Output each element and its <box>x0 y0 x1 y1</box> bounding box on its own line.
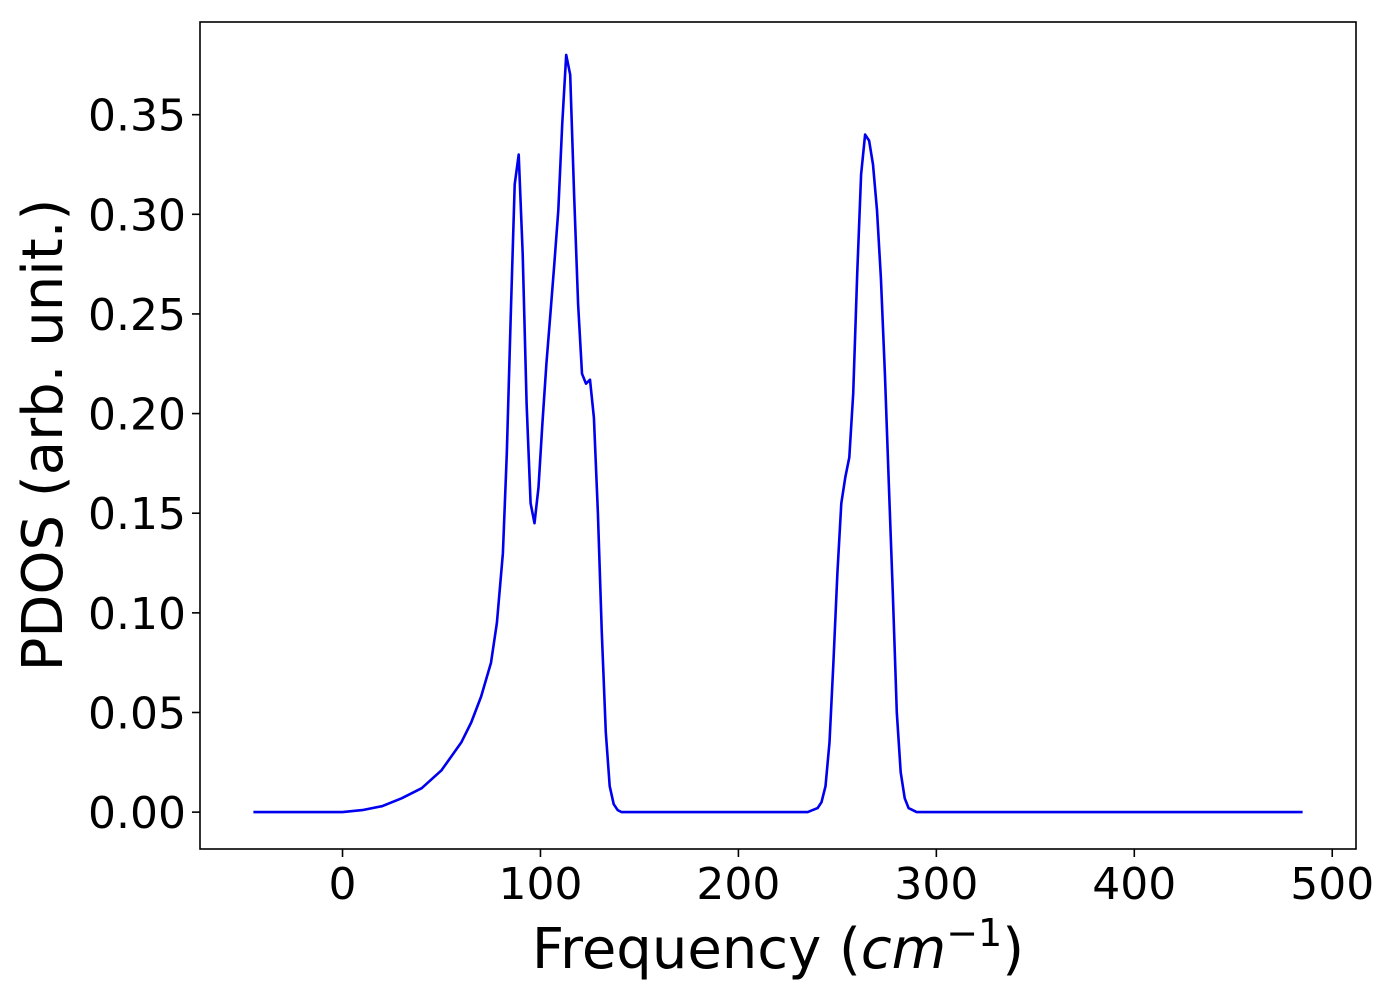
series-line-0 <box>253 53 1303 814</box>
x-axis-ticks: 0 100 200 300 400 500 <box>329 849 1374 910</box>
y-tick-label: 0.10 <box>88 589 186 640</box>
plot-area <box>200 22 1356 849</box>
y-tick-label: 0.00 <box>88 788 186 839</box>
x-axis-label: Frequency (cm−1) <box>532 911 1024 982</box>
x-tick-label: 500 <box>1290 859 1374 910</box>
y-tick-label: 0.20 <box>88 390 186 441</box>
plot-frame <box>199 21 1357 850</box>
x-tick-label: 400 <box>1092 859 1176 910</box>
y-axis-ticks: 0.00 0.05 0.10 0.15 0.20 0.25 0.30 0.35 <box>88 91 200 839</box>
y-axis-label: PDOS (arb. unit.) <box>11 199 76 672</box>
y-tick-label: 0.25 <box>88 290 186 341</box>
y-tick-label: 0.15 <box>88 489 186 540</box>
x-tick-label: 100 <box>498 859 582 910</box>
x-tick-label: 200 <box>696 859 780 910</box>
x-tick-label: 0 <box>329 859 357 910</box>
y-tick-label: 0.05 <box>88 688 186 739</box>
series-layer <box>253 53 1303 814</box>
x-tick-label: 300 <box>894 859 978 910</box>
y-tick-label: 0.30 <box>88 190 186 241</box>
y-tick-label: 0.35 <box>88 91 186 142</box>
